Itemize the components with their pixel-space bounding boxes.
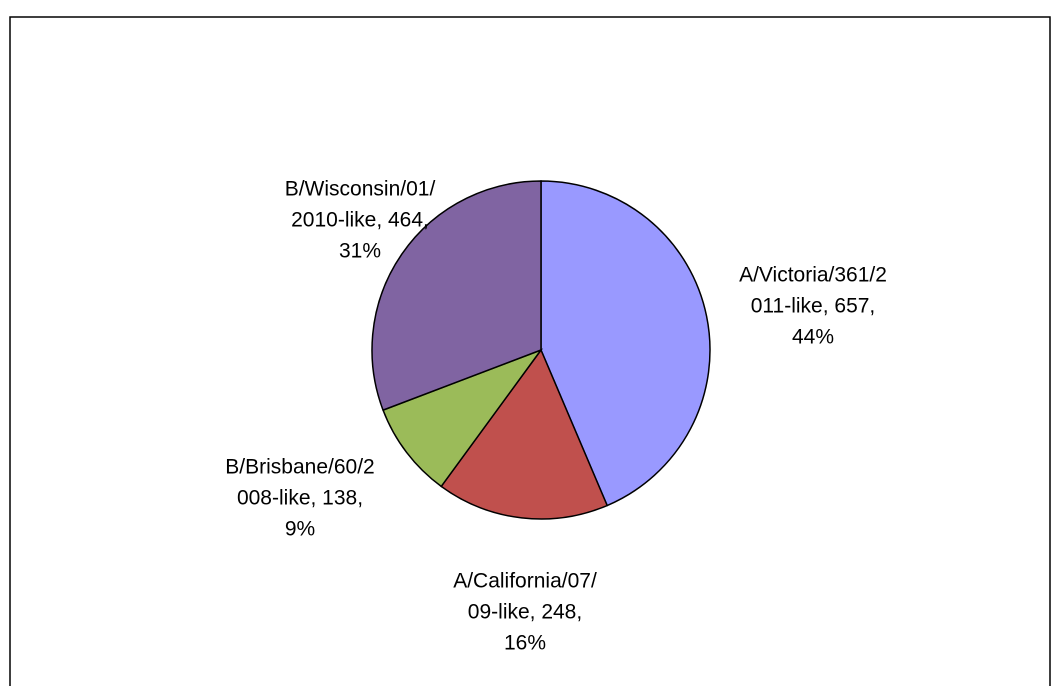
data-label: 09-like, 248, [468,601,582,624]
data-label: 16% [504,632,546,655]
pie-slice [371,180,542,412]
data-label: B/Brisbane/60/2 [225,456,374,479]
data-label: 9% [285,518,315,541]
data-label: B/Wisconsin/01/ [285,178,436,201]
data-label: 008-like, 138, [237,487,363,510]
pie-slice [540,180,711,507]
data-label: A/Victoria/361/2 [739,264,887,287]
data-label: 2010-like, 464, [291,209,429,232]
data-label: A/California/07/ [453,570,597,593]
data-label: 44% [792,326,834,349]
data-label: 31% [339,240,381,263]
pie-slice [440,348,609,520]
data-label: 011-like, 657, [751,295,876,318]
pie-slice [382,348,544,488]
